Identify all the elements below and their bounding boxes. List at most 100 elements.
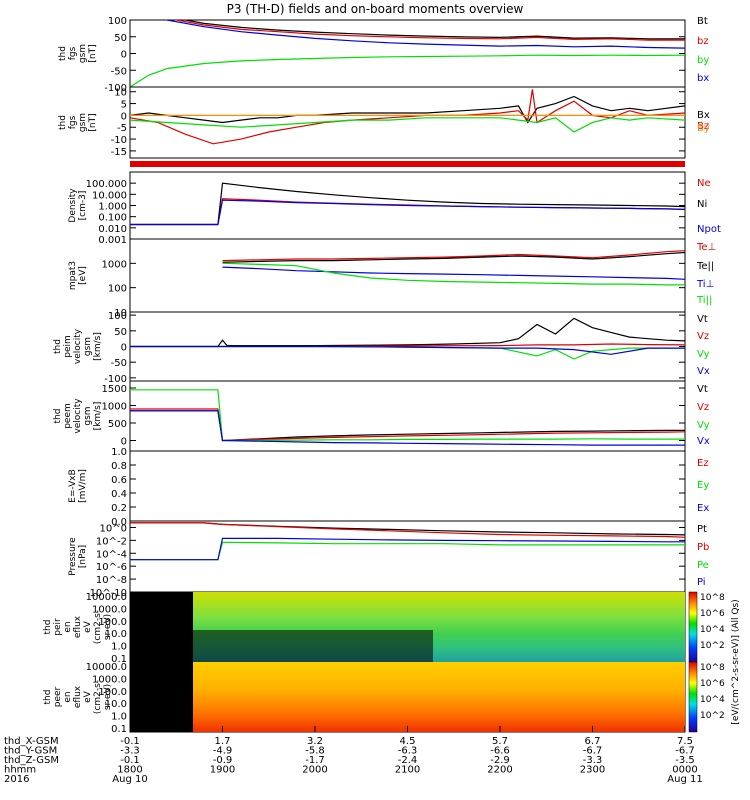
x-tick-label: -5.8 xyxy=(305,746,325,757)
y-axis-label: thd xyxy=(53,409,63,424)
legend-entry: Ne xyxy=(697,178,711,189)
x-tick-label: -3.3 xyxy=(120,746,140,757)
legend-entry: Te⊥ xyxy=(696,242,716,253)
series-line-by xyxy=(130,54,685,87)
panel-frame xyxy=(129,19,686,88)
y-axis-label: velocity xyxy=(73,328,83,364)
colorbar-tick: 10^4 xyxy=(700,695,725,705)
x-tick-label: 2300 xyxy=(580,765,605,776)
colorbar: 10^8 10^6 10^4 10^2 10^8 10^6 10^4 10^2 [eV/(cm… xyxy=(688,591,741,733)
y-tick-label: -10 xyxy=(111,135,127,146)
y-tick-label: -50 xyxy=(111,358,127,369)
y-tick-label: 10^-10 xyxy=(90,588,127,599)
colorbar-tick: 10^6 xyxy=(700,679,725,689)
panel-ion_velocity: 100 50 0 -50 -100 thd peim velocity gsm [km/s] Vt V… xyxy=(53,311,710,385)
x-tick-label: -2.4 xyxy=(398,755,418,766)
y-axis-label: gsm xyxy=(78,113,88,132)
x-tick-label: -4.9 xyxy=(213,746,233,757)
legend-entry: Vz xyxy=(697,402,709,413)
y-axis-label: gsm xyxy=(83,406,93,425)
y-axis-label: eV xyxy=(83,620,93,633)
y-axis-label: E=-VxB xyxy=(68,469,78,503)
y-tick-label: 0.6 xyxy=(111,475,127,486)
y-tick-label: 0.8 xyxy=(111,461,127,472)
x-tick-label: -1.7 xyxy=(305,755,325,766)
y-axis-label: (cm2-s- xyxy=(93,680,103,714)
series-line-Bz xyxy=(130,89,685,145)
y-axis-label: thd xyxy=(53,339,63,354)
x-tick-label: Aug 11 xyxy=(667,774,702,785)
y-tick-label: 100.0 xyxy=(98,687,127,698)
legend-entry: bz xyxy=(697,36,709,47)
y-axis-label: velocity xyxy=(73,398,83,434)
series-line-Bt xyxy=(182,20,685,40)
series-line-Npot xyxy=(130,199,685,226)
y-axis-label: peir xyxy=(53,618,63,636)
series-line-Pt xyxy=(130,522,685,536)
legend-entry: Vy xyxy=(697,349,710,360)
series-line-Vt xyxy=(130,317,685,348)
y-axis-label: thd xyxy=(43,620,53,635)
legend-entry: Te|| xyxy=(696,261,714,272)
y-tick-label: 0.2 xyxy=(111,503,127,514)
colorbar-label: [eV/(cm^2-s-sr-eV)] (All Qs) xyxy=(731,599,741,724)
x-tick-label: 1.7 xyxy=(215,736,231,747)
y-tick-label: 500 xyxy=(108,419,127,430)
x-tick-label: -0.1 xyxy=(120,755,140,766)
y-tick-label: 1000 xyxy=(102,402,127,413)
y-tick-label: 1.0 xyxy=(111,447,127,458)
y-tick-label: 10^0 xyxy=(100,523,127,534)
y-axis-label: thd xyxy=(43,690,53,705)
y-tick-label: 10 xyxy=(114,308,127,319)
y-axis-label: thd xyxy=(58,115,68,130)
series-line-Vx xyxy=(130,345,685,355)
colorbar-tick: 10^8 xyxy=(700,593,725,603)
y-tick-label: 10000.0 xyxy=(86,662,127,673)
legend-entry: Vx xyxy=(697,366,710,377)
y-tick-label: 1.0 xyxy=(111,712,127,723)
series-line-Vz xyxy=(130,408,685,442)
y-tick-label: -50 xyxy=(111,66,127,77)
y-axis-label: (cm2-s- xyxy=(93,610,103,644)
series-line-Te|| xyxy=(222,251,685,263)
x-row-label: hhmm xyxy=(4,765,36,776)
y-axis-label: sr-eV) xyxy=(103,684,113,710)
series-line-Pi xyxy=(130,537,685,561)
ion-spectrogram-nodata xyxy=(130,592,193,662)
y-tick-label: 0.010 xyxy=(98,224,127,235)
series-line-Ti|| xyxy=(222,262,685,286)
y-tick-label: 1500 xyxy=(102,384,127,395)
legend-entry: Ni xyxy=(697,199,707,210)
colorbar-tick: 10^8 xyxy=(700,663,725,673)
y-axis-label: thd xyxy=(58,46,68,61)
legend-entry: Bz xyxy=(697,121,709,132)
y-tick-label: 100 xyxy=(108,311,127,322)
x-tick-label: 7.5 xyxy=(677,736,693,747)
series-line-unnamed xyxy=(130,117,685,133)
x-tick-label: 0000 xyxy=(672,765,697,776)
y-tick-label: -5 xyxy=(117,123,127,134)
x-tick-label: Aug 10 xyxy=(112,774,147,785)
y-tick-label: 10.000 xyxy=(92,190,127,201)
y-axis-label: [km/s] xyxy=(93,402,103,431)
y-tick-label: 10 xyxy=(114,88,127,99)
legend-entry: Ex xyxy=(697,503,709,514)
legend-entry: Npot xyxy=(697,224,721,235)
series-line-bx xyxy=(165,20,685,49)
plot-title: P3 (TH-D) fields and on-board moments ov… xyxy=(227,2,524,16)
legend-entry: Vt xyxy=(697,314,708,325)
x-tick-label: -6.7 xyxy=(675,746,695,757)
legend-entry: Ti|| xyxy=(696,295,712,306)
y-axis-label: [km/s] xyxy=(93,332,103,361)
colorbar-tick: 10^2 xyxy=(700,641,725,651)
legend-entry: Bx xyxy=(697,110,710,121)
x-tick-label: 5.7 xyxy=(492,736,508,747)
series-line-Bx xyxy=(130,95,685,124)
y-tick-label: 100 xyxy=(108,284,127,295)
y-tick-label: 0.1 xyxy=(111,724,127,735)
state-bar xyxy=(130,161,685,167)
y-axis-label: gsm xyxy=(78,44,88,63)
legend-entry: Vx xyxy=(697,436,710,447)
electron-spectrogram-field xyxy=(193,662,685,732)
x-tick-label: -3.3 xyxy=(583,755,603,766)
